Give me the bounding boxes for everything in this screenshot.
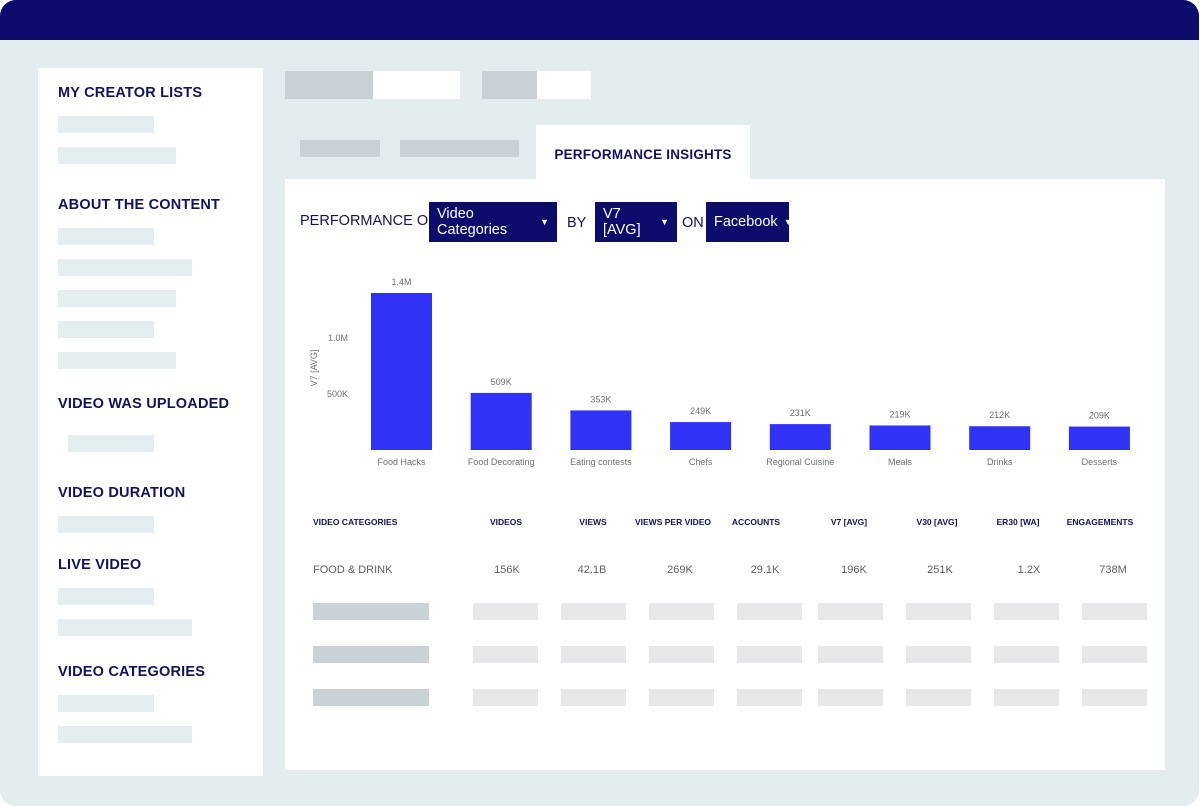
placeholder-bar	[58, 321, 154, 338]
placeholder-cell	[473, 689, 538, 706]
cell-category: FOOD & DRINK	[313, 564, 393, 576]
sidebar-heading-live-video[interactable]: LIVE VIDEO	[58, 557, 142, 573]
placeholder-cell	[561, 689, 626, 706]
placeholder-cell	[818, 646, 883, 663]
sidebar-heading-my-creator-lists[interactable]: MY CREATOR LISTS	[58, 85, 203, 101]
placeholder-bar	[58, 290, 176, 307]
placeholder-cell	[994, 603, 1059, 620]
placeholder-cell	[1082, 646, 1147, 663]
cell-views-per-video: 269K	[667, 564, 693, 576]
col-header-accounts[interactable]: ACCOUNTS	[731, 517, 781, 527]
placeholder-bar	[58, 516, 154, 533]
filter-by-label: BY	[567, 215, 587, 231]
category-dropdown[interactable]: Video Categories ▼	[429, 202, 557, 242]
cell-er30-wa: 1.2X	[1017, 564, 1041, 576]
col-header-v30-avg[interactable]: V30 [AVG]	[916, 517, 958, 527]
category-dropdown-value: Video Categories	[437, 206, 508, 238]
sidebar-heading-video-was-uploaded[interactable]: VIDEO WAS UPLOADED	[58, 396, 230, 412]
placeholder-bar	[58, 726, 192, 743]
tab-placeholder[interactable]	[300, 140, 380, 157]
placeholder-cell	[561, 646, 626, 663]
placeholder-cell	[737, 603, 802, 620]
placeholder-bar	[58, 116, 154, 133]
filter-prefix-label: PERFORMANCE OF	[300, 213, 437, 229]
placeholder-cell	[818, 689, 883, 706]
placeholder-cell	[649, 603, 714, 620]
tab-performance-insights[interactable]: PERFORMANCE INSIGHTS	[536, 125, 750, 185]
placeholder-bar	[58, 147, 176, 164]
placeholder-cell	[994, 646, 1059, 663]
metric-dropdown-value: V7 [AVG]	[603, 206, 641, 238]
placeholder-cell	[313, 689, 429, 706]
col-header-videos[interactable]: VIDEOS	[489, 517, 523, 527]
placeholder-cell	[473, 603, 538, 620]
placeholder-cell	[737, 646, 802, 663]
placeholder-bar	[58, 588, 154, 605]
placeholder-cell	[473, 646, 538, 663]
top-placeholder-button[interactable]	[285, 71, 373, 99]
insights-panel	[285, 179, 1165, 770]
col-header-video-categories[interactable]: VIDEO CATEGORIES	[313, 517, 398, 527]
placeholder-bar	[58, 352, 176, 369]
placeholder-cell	[994, 689, 1059, 706]
placeholder-bar	[58, 619, 192, 636]
cell-v30-avg: 251K	[927, 564, 953, 576]
col-header-engagements[interactable]: ENGAGEMENTS	[1066, 517, 1134, 527]
top-placeholder-field[interactable]	[537, 71, 591, 99]
placeholder-cell	[906, 646, 971, 663]
chevron-down-icon: ▼	[660, 217, 669, 227]
cell-views: 42.1B	[577, 564, 607, 576]
placeholder-cell	[1082, 689, 1147, 706]
chevron-down-icon: ▼	[783, 217, 793, 227]
placeholder-cell	[561, 603, 626, 620]
platform-dropdown-value: Facebook	[714, 214, 778, 230]
cell-accounts: 29.1K	[750, 564, 780, 576]
placeholder-cell	[1082, 603, 1147, 620]
platform-dropdown[interactable]: Facebook ▼	[706, 202, 793, 242]
cell-videos: 156K	[494, 564, 520, 576]
placeholder-bar	[68, 435, 154, 452]
title-bar	[0, 0, 1199, 40]
placeholder-cell	[649, 689, 714, 706]
placeholder-cell	[818, 603, 883, 620]
tab-placeholder[interactable]	[400, 140, 519, 157]
placeholder-cell	[906, 603, 971, 620]
top-placeholder-field[interactable]	[373, 71, 460, 99]
placeholder-cell	[649, 646, 714, 663]
metric-dropdown[interactable]: V7 [AVG] ▼	[595, 202, 677, 242]
top-placeholder-button[interactable]	[482, 71, 537, 99]
placeholder-cell	[737, 689, 802, 706]
placeholder-bar	[58, 228, 154, 245]
filter-on-label: ON	[682, 215, 704, 231]
col-header-v7-avg[interactable]: V7 [AVG]	[830, 517, 868, 527]
placeholder-cell	[313, 603, 429, 620]
sidebar-heading-video-categories[interactable]: VIDEO CATEGORIES	[58, 664, 206, 680]
cell-engagements: 738M	[1099, 564, 1127, 576]
cell-v7-avg: 196K	[841, 564, 867, 576]
filter-sidebar: MY CREATOR LISTS ABOUT THE CONTENT VIDEO…	[38, 68, 263, 776]
placeholder-bar	[58, 695, 154, 712]
col-header-views-per-video[interactable]: VIEWS PER VIDEO	[634, 517, 712, 527]
placeholder-cell	[906, 689, 971, 706]
sidebar-heading-about-the-content[interactable]: ABOUT THE CONTENT	[58, 197, 221, 213]
col-header-er30-wa[interactable]: ER30 [WA]	[996, 517, 1040, 527]
placeholder-cell	[313, 646, 429, 663]
chevron-down-icon: ▼	[540, 217, 549, 227]
placeholder-bar	[58, 259, 192, 276]
sidebar-heading-video-duration[interactable]: VIDEO DURATION	[58, 485, 186, 501]
col-header-views[interactable]: VIEWS	[579, 517, 607, 527]
